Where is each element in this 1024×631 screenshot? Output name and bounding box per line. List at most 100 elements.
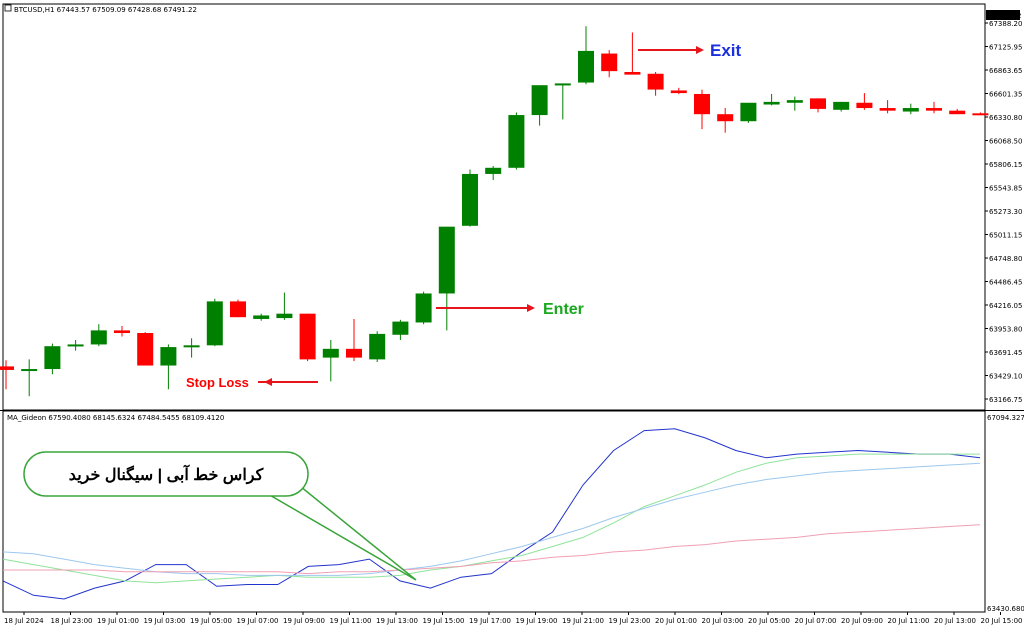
candle [624, 32, 641, 75]
price-axis-label: 65273.30 [989, 208, 1022, 216]
candle [253, 313, 270, 321]
price-axis-label: 65011.15 [989, 232, 1022, 240]
ma-line-ma-pink [3, 524, 981, 575]
candle-body [786, 100, 803, 103]
candle [346, 318, 362, 362]
time-axis-label: 20 Jul 01:00 [655, 617, 697, 625]
candle-body [740, 102, 757, 122]
arrow-head [527, 304, 535, 312]
candle [369, 331, 386, 363]
time-axis-label: 20 Jul 07:00 [795, 617, 837, 625]
candle [763, 93, 780, 106]
candle [322, 340, 339, 382]
time-axis-label: 19 Jul 09:00 [283, 617, 325, 625]
candle [972, 112, 989, 116]
time-axis-label: 20 Jul 09:00 [841, 617, 883, 625]
candle-body [879, 108, 896, 111]
time-axis-label: 20 Jul 11:00 [888, 617, 930, 625]
main-chart-header: BTCUSD,H1 67443.57 67509.09 67428.68 674… [14, 6, 197, 14]
candle [810, 98, 826, 113]
candle [647, 72, 664, 96]
candle [90, 324, 107, 347]
candle [670, 87, 687, 94]
price-axis-label: 66863.65 [989, 67, 1022, 75]
candle-body [949, 110, 966, 115]
time-axis-label: 19 Jul 19:00 [516, 617, 558, 625]
candle-body [554, 83, 571, 86]
callout-text: کراس خط آبی | سیگنال خرید [69, 463, 264, 485]
candle-body [810, 98, 826, 109]
indicator-pane-frame [2, 410, 986, 613]
time-axis-label: 18 Jul 23:00 [51, 617, 93, 625]
candle [206, 298, 223, 347]
time-axis-label: 20 Jul 03:00 [702, 617, 744, 625]
enter-arrow [436, 304, 535, 312]
time-axis-label: 19 Jul 17:00 [469, 617, 511, 625]
time-axis-label: 19 Jul 01:00 [97, 617, 139, 625]
candle-body [438, 226, 455, 294]
candle-body [44, 346, 61, 370]
price-axis-label: 63166.75 [989, 396, 1022, 404]
candle [114, 325, 130, 337]
candle [740, 102, 757, 123]
candle-body [624, 72, 641, 75]
candle [601, 50, 618, 78]
candle-body [369, 333, 386, 360]
price-axis-label: 65543.85 [989, 185, 1022, 193]
candle-body [694, 93, 710, 115]
candle [462, 169, 478, 227]
time-axis-label: 18 Jul 2024 [4, 617, 44, 625]
candle [926, 101, 942, 114]
time-axis-label: 20 Jul 05:00 [748, 617, 790, 625]
ma-line-ma-light_blue [2, 462, 981, 576]
candle-body [601, 53, 618, 72]
candle-body [856, 102, 873, 109]
price-axis-label: 64748.80 [989, 255, 1022, 263]
indicator-header: MA_Gideon 67590.4080 68145.6324 67484.54… [7, 414, 224, 422]
candle-body [322, 348, 339, 358]
candle-body [531, 85, 548, 116]
symbol-dropdown-icon[interactable] [4, 4, 12, 12]
candle-body [90, 330, 107, 345]
indicator-axis-bottom: 63430.6802 [987, 605, 1024, 613]
candle [786, 96, 803, 111]
candle-body [21, 369, 38, 372]
time-axis-label: 19 Jul 13:00 [376, 617, 418, 625]
callout-box [23, 451, 309, 497]
candle-body [972, 113, 989, 116]
candle-body [276, 313, 293, 319]
candle-body [0, 366, 14, 370]
candle-body [415, 293, 432, 323]
candle-body [137, 333, 154, 366]
price-axis-label: 63429.10 [989, 373, 1022, 381]
candle-body [299, 313, 316, 360]
candle [485, 166, 502, 181]
time-axis-label: 19 Jul 15:00 [423, 617, 465, 625]
candle [44, 343, 61, 375]
candle-body [647, 73, 664, 90]
current-price-label: 67491.22 [988, 12, 1021, 20]
price-axis-label: 63691.45 [989, 349, 1022, 357]
time-axis-label: 19 Jul 05:00 [190, 617, 232, 625]
price-axis-label: 64216.05 [989, 302, 1022, 310]
callout-joint-mask [262, 478, 282, 492]
candle-body [462, 173, 478, 226]
candle [230, 299, 246, 318]
exit-label: Exit [710, 41, 742, 60]
arrow-head [696, 46, 704, 54]
price-axis-label: 66601.35 [989, 91, 1022, 99]
candle [276, 292, 293, 320]
price-axis-label: 63953.80 [989, 326, 1022, 334]
price-axis-label: 65806.15 [989, 161, 1022, 169]
candle [508, 112, 525, 170]
candle-body [578, 50, 594, 83]
ma-line-ma-fast [2, 428, 981, 600]
time-axis-label: 20 Jul 15:00 [981, 617, 1023, 625]
candle [67, 340, 84, 351]
candle-body [114, 330, 130, 334]
time-axis-label: 19 Jul 21:00 [562, 617, 604, 625]
enter-label: Enter [543, 301, 584, 318]
candle-body [833, 101, 850, 110]
